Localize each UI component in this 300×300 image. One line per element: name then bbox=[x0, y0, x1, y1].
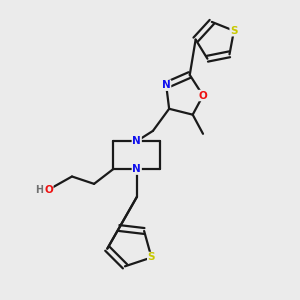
Text: O: O bbox=[199, 91, 207, 100]
Text: S: S bbox=[148, 253, 155, 262]
Text: O: O bbox=[44, 185, 53, 195]
Text: N: N bbox=[132, 164, 141, 174]
Text: H: H bbox=[35, 185, 44, 195]
Text: N: N bbox=[132, 136, 141, 146]
Text: S: S bbox=[230, 26, 238, 36]
Text: N: N bbox=[162, 80, 171, 90]
